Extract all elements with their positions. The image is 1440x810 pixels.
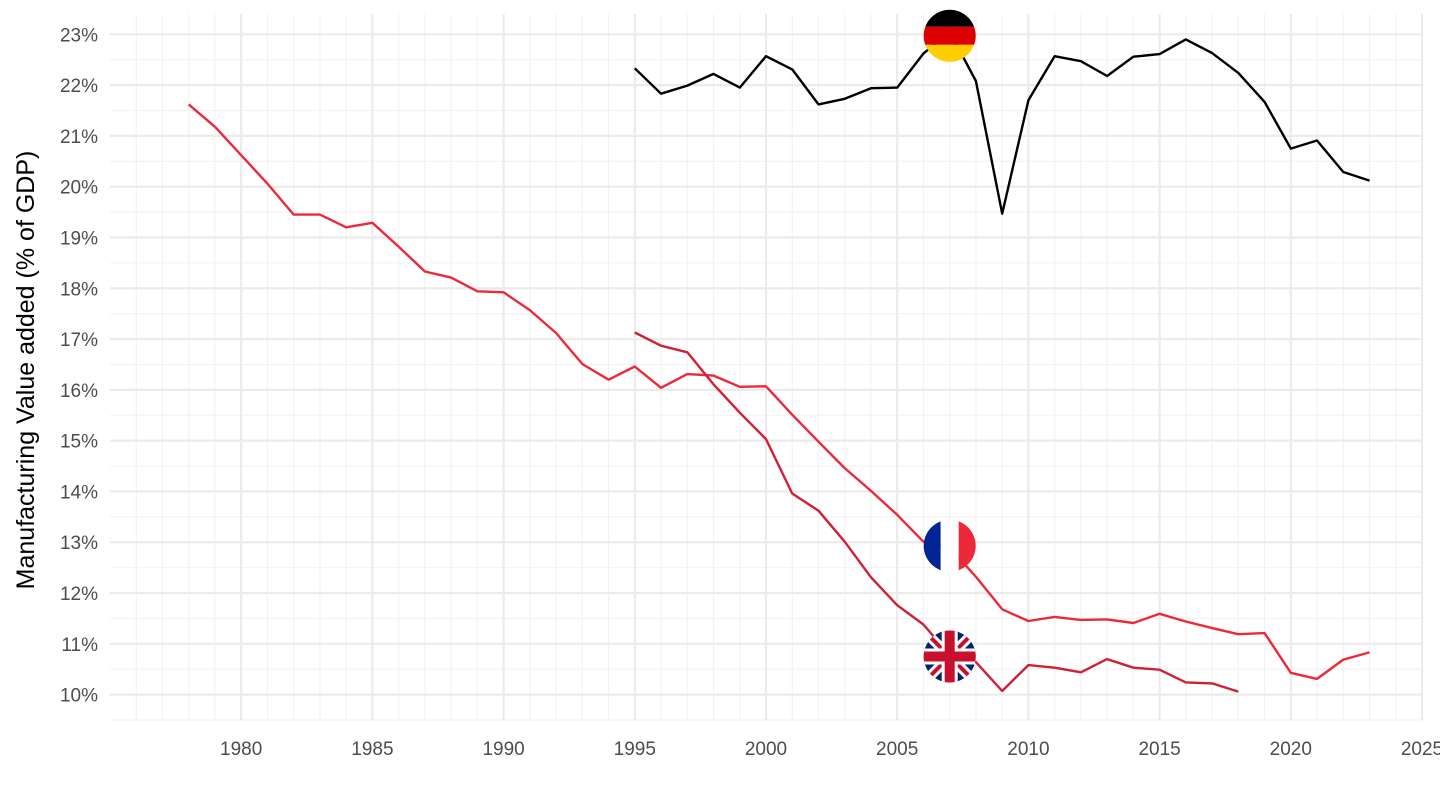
y-axis-title: Manufacturing Value added (% of GDP) [12, 151, 40, 590]
major-gridlines [110, 14, 1424, 720]
y-tick-label: 20% [60, 178, 98, 199]
x-tick-label: 1980 [220, 739, 262, 760]
flag-markers [923, 9, 976, 683]
y-tick-label: 23% [60, 25, 98, 46]
x-tick-label: 2020 [1270, 739, 1312, 760]
france-series-line [187, 103, 1370, 681]
y-tick-label: 17% [60, 330, 98, 351]
x-tick-label: 2015 [1138, 739, 1180, 760]
germany-flag-icon [923, 9, 976, 62]
y-tick-label: 22% [60, 76, 98, 97]
x-tick-label: 1985 [351, 739, 393, 760]
x-tick-label: 2025 [1401, 739, 1440, 760]
y-tick-label: 14% [60, 482, 98, 503]
y-tick-label: 10% [60, 686, 98, 707]
y-axis-tick-labels: 10% 11% 12% 13% 14% 15% 16% 17% 18% 19% 20% 21% 22% 2… [60, 25, 98, 706]
x-tick-label: 1995 [614, 739, 656, 760]
x-tick-label: 2005 [876, 739, 918, 760]
y-tick-label: 19% [60, 228, 98, 249]
y-tick-label: 12% [60, 584, 98, 605]
uk-flag-icon [923, 630, 976, 683]
x-axis-tick-labels: 1980 1985 1990 1995 2000 2005 2010 2015 2020 2025 [220, 739, 1440, 760]
y-tick-label: 18% [60, 279, 98, 300]
germany-series-line [633, 30, 1370, 215]
france-flag-icon [923, 519, 976, 572]
y-tick-label: 16% [60, 381, 98, 402]
y-tick-label: 11% [61, 635, 98, 656]
x-tick-label: 2000 [745, 739, 787, 760]
y-tick-label: 15% [60, 432, 98, 453]
x-tick-label: 2010 [1007, 739, 1049, 760]
y-tick-label: 21% [60, 127, 98, 148]
y-tick-label: 13% [60, 533, 98, 554]
x-tick-label: 1990 [482, 739, 524, 760]
